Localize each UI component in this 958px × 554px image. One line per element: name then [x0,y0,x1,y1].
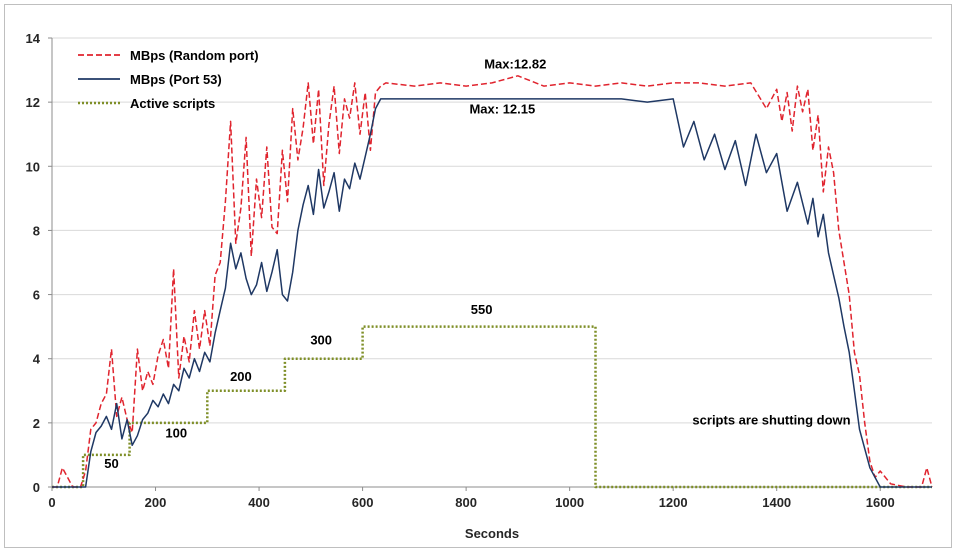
y-tick-label: 6 [33,288,40,303]
y-tick-label: 0 [33,480,40,495]
legend-label: Active scripts [130,96,215,111]
legend: MBps (Random port) MBps (Port 53) Active s… [78,48,259,111]
annotation-label: 550 [471,302,493,317]
x-tick-label: 1000 [555,495,584,510]
y-tick-label: 8 [33,223,40,238]
x-tick-label: 0 [48,495,55,510]
x-tick-label: 400 [248,495,270,510]
x-tick-label: 1200 [659,495,688,510]
x-axis-title: Seconds [465,526,519,541]
annotation-label: 50 [104,456,118,471]
axes [48,37,932,491]
y-tick-labels: 0 2 4 6 8 10 12 14 [26,31,41,495]
chart-frame [4,4,952,548]
series-line-2 [52,325,932,489]
x-tick-label: 1600 [866,495,895,510]
y-tick-label: 2 [33,416,40,431]
legend-label: MBps (Port 53) [130,72,222,87]
x-tick-label: 800 [455,495,477,510]
annotation-label: 100 [165,425,187,440]
annotation-label: Max: 12.15 [469,101,535,116]
x-tick-label: 1400 [762,495,791,510]
annotations: Max:12.82 Max: 12.15 50 100 200 300 550 scripts… [104,56,850,470]
annotation-label: 200 [230,369,252,384]
legend-label: MBps (Random port) [130,48,259,63]
annotation-label: Max:12.82 [484,56,546,71]
x-tick-label: 200 [145,495,167,510]
annotation-label: scripts are shutting down [692,412,850,427]
series-layer [52,75,933,489]
series-line-1 [52,98,932,488]
y-tick-label: 12 [26,95,40,110]
x-tick-labels: 0 200 400 600 800 1000 1200 1400 1600 [48,495,894,510]
x-tick-label: 600 [352,495,374,510]
series-line-0 [52,75,933,488]
y-tick-label: 14 [26,31,41,46]
annotation-label: 300 [310,332,332,347]
y-tick-label: 10 [26,159,40,174]
y-tick-label: 4 [33,352,41,367]
